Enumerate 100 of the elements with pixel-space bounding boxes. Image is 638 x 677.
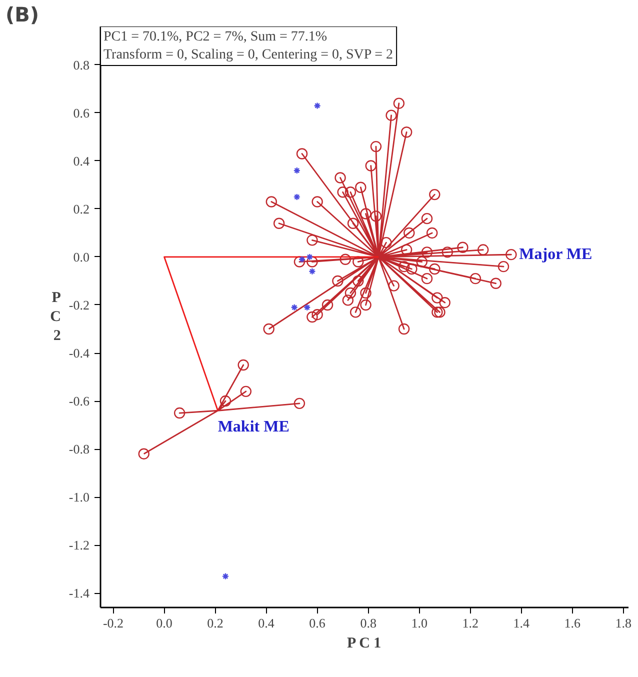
text: (B) [6, 2, 40, 26]
point [332, 275, 344, 287]
y-tick-label: -0.8 [68, 442, 90, 457]
point [266, 196, 277, 208]
point [344, 287, 356, 299]
annotation: Makit ME [218, 418, 290, 436]
point [312, 309, 323, 320]
point [308, 268, 316, 275]
x-tick-label: 0.0 [156, 616, 172, 630]
point [352, 256, 364, 268]
point [240, 386, 252, 398]
point [421, 246, 433, 258]
x-tick-label: 1.2 [462, 616, 478, 630]
point [174, 407, 186, 419]
point [355, 182, 366, 193]
point [306, 253, 314, 261]
point [342, 294, 354, 306]
x-axis-title: P C 1 [347, 636, 382, 652]
point [393, 98, 405, 109]
point [478, 244, 489, 256]
y-tick-label: 0.4 [73, 153, 90, 168]
y-tick-label: -1.0 [68, 490, 90, 505]
point [290, 304, 298, 311]
point [432, 292, 443, 304]
point [498, 260, 510, 272]
point [416, 256, 428, 268]
point [429, 263, 440, 275]
point [360, 287, 372, 299]
point [400, 126, 412, 138]
point [304, 304, 311, 311]
y-tick-label: -1.4 [68, 586, 90, 601]
chart-title: PC1 = 70.1%, PC2 = 7%, Sum = 77.1% [104, 30, 328, 44]
point [360, 299, 372, 311]
point [360, 208, 372, 220]
point [406, 263, 418, 275]
x-tick-label: 1.8 [615, 616, 632, 630]
point [347, 218, 359, 229]
point [334, 172, 346, 184]
point [398, 260, 410, 272]
point [421, 212, 433, 224]
y-tick-label: 0.2 [73, 201, 90, 216]
y-axis-title: P C 2 [50, 290, 61, 344]
x-tick-label: 0.2 [207, 616, 224, 630]
x-tick-label: 0.8 [360, 616, 376, 630]
y-tick-label: 0.6 [73, 105, 90, 120]
point [365, 160, 376, 172]
point [457, 242, 468, 253]
point [506, 248, 517, 260]
point [434, 306, 446, 318]
point [273, 218, 285, 229]
x-tick-label: 1.4 [513, 616, 530, 630]
annotation: Major ME [519, 246, 592, 264]
y-tick-label: 0.8 [73, 57, 90, 72]
point [294, 256, 306, 268]
point [429, 188, 440, 200]
text: Transform = 0, Scaling = 0, Centering = 0, SVP = 2 [104, 48, 394, 62]
x-tick-label: 0.6 [309, 616, 326, 630]
point [222, 572, 230, 580]
point [296, 148, 308, 160]
point [306, 311, 318, 323]
point [312, 196, 323, 208]
point [398, 323, 410, 335]
point [294, 398, 306, 410]
point [380, 236, 392, 248]
point [306, 234, 318, 246]
point [370, 210, 382, 222]
point [293, 166, 301, 174]
point [263, 323, 274, 335]
point [388, 280, 400, 292]
point [314, 102, 321, 110]
point [442, 246, 453, 258]
point [421, 272, 433, 284]
point [470, 272, 482, 284]
point [344, 186, 356, 198]
point [426, 227, 438, 239]
point [404, 227, 415, 239]
point [340, 254, 351, 265]
point [238, 359, 249, 371]
point [350, 306, 362, 318]
x-tick-label: 1.0 [411, 616, 428, 630]
point [352, 275, 364, 287]
x-tick-label: 0.4 [258, 616, 275, 630]
point [439, 297, 450, 308]
y-tick-label: -0.2 [68, 297, 90, 312]
point [386, 110, 397, 121]
point [337, 186, 348, 198]
y-tick-label: -1.2 [68, 538, 90, 553]
point [322, 299, 334, 311]
point [490, 278, 502, 289]
point [293, 193, 301, 201]
x-tick-label: -0.2 [102, 616, 124, 630]
y-tick-label: -0.6 [68, 394, 90, 409]
point [220, 395, 232, 407]
point [432, 306, 443, 318]
point [138, 448, 150, 460]
y-tick-label: 0.0 [73, 249, 90, 264]
y-tick-label: -0.4 [68, 346, 90, 361]
x-tick-label: 1.6 [564, 616, 582, 630]
point [370, 140, 382, 152]
point [306, 256, 318, 268]
